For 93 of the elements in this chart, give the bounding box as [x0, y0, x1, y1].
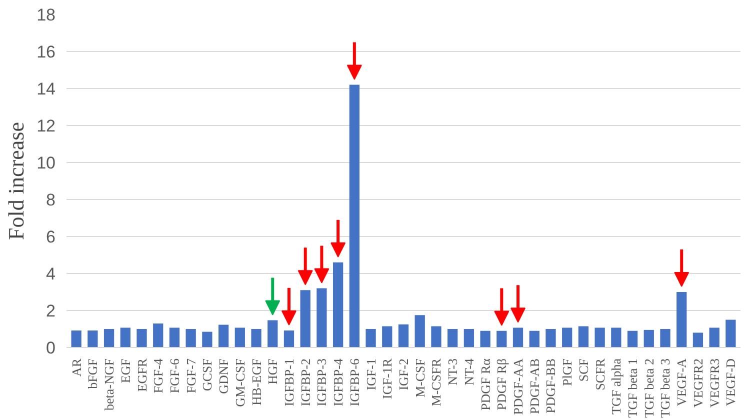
bar — [153, 323, 164, 348]
bar — [594, 328, 605, 348]
x-tick-label: SCF — [576, 358, 591, 382]
bar — [366, 329, 376, 348]
bar — [496, 330, 507, 348]
x-tick-label: NT-3 — [445, 358, 460, 386]
bar — [627, 330, 638, 348]
x-tick-label: IGFBP-2 — [298, 358, 313, 406]
x-tick-label: IGFBP-3 — [314, 358, 330, 406]
x-tick-label: IGF-2 — [396, 358, 411, 390]
x-tick-label: HGF — [265, 358, 280, 385]
bar — [382, 326, 392, 348]
bar — [332, 262, 344, 348]
y-tick-label: 0 — [46, 338, 56, 358]
x-tick-label: FGF-7 — [183, 358, 198, 394]
bar — [104, 329, 114, 348]
x-tick-label: TGF alpha — [608, 358, 624, 414]
y-tick-label: 10 — [36, 154, 56, 172]
bar — [562, 328, 572, 348]
bar — [234, 328, 245, 348]
bar — [512, 328, 524, 348]
bar — [480, 330, 490, 348]
x-tick-label: IGFBP-4 — [330, 358, 346, 406]
y-tick-label: 4 — [46, 264, 56, 284]
bar — [284, 330, 294, 348]
bar — [660, 329, 670, 348]
x-tick-label: M-CSFR — [428, 358, 444, 406]
x-tick-label: NT-4 — [461, 358, 476, 386]
bar — [692, 332, 704, 348]
x-tick-label: GM-CSF — [232, 358, 248, 407]
x-tick-label: VEGFR2 — [690, 358, 706, 408]
bar — [186, 329, 196, 348]
x-tick-label: EGF — [118, 358, 133, 384]
y-tick-label: 12 — [36, 116, 56, 136]
bar — [349, 84, 360, 348]
x-tick-label: PDGF-AA — [510, 358, 526, 415]
x-tick-label: PlGF — [560, 358, 575, 386]
x-tick-label: VEGF-D — [723, 358, 738, 406]
x-tick-label: PDGF-BB — [543, 358, 558, 414]
bar — [136, 329, 147, 348]
bar — [268, 320, 278, 348]
bar — [529, 330, 540, 348]
x-tick-label: PDGF Rα — [478, 358, 493, 410]
bar — [611, 328, 622, 348]
bar — [464, 329, 474, 348]
x-tick-label: EGFR — [134, 358, 150, 392]
bar — [431, 326, 442, 348]
bar — [251, 329, 262, 348]
x-tick-label: AR — [68, 358, 84, 377]
x-tick-label: IGFBP-1 — [281, 358, 296, 406]
x-tick-label: VEGF-A — [674, 358, 690, 406]
bar — [316, 288, 327, 348]
x-tick-label: PDGF Rβ — [494, 358, 510, 410]
y-tick-label: 18 — [36, 6, 56, 24]
x-tick-label: TGF beta 1 — [625, 358, 640, 418]
bar — [546, 329, 556, 348]
x-tick-label: bFGF — [85, 358, 100, 389]
x-tick-label: FGF-4 — [150, 358, 166, 394]
y-tick-label: 16 — [36, 42, 56, 62]
bar — [644, 330, 654, 348]
y-tick-label: 6 — [46, 228, 56, 246]
bar — [398, 324, 409, 348]
x-tick-label: IGF-1 — [363, 358, 378, 390]
x-tick-label: GCSF — [200, 358, 215, 392]
x-tick-label: FGF-6 — [166, 358, 182, 394]
bar — [414, 315, 425, 348]
x-tick-label: SCFR — [592, 358, 608, 390]
y-axis-title: Fold increase — [4, 122, 29, 240]
x-tick-label: IGF-1R — [380, 358, 395, 399]
bar — [709, 328, 720, 348]
x-tick-label: GDNF — [216, 358, 232, 394]
bar — [448, 329, 458, 348]
bar — [676, 292, 687, 348]
x-tick-label: TGF beta 2 — [641, 358, 656, 418]
x-tick-label: M-CSF — [412, 358, 428, 398]
x-tick-label: PDGF-AB — [526, 358, 542, 414]
bar — [578, 326, 589, 348]
bar — [202, 332, 212, 348]
bar — [120, 328, 130, 348]
bar — [71, 330, 82, 348]
bar — [88, 330, 98, 348]
x-tick-label: IGFBP-6 — [346, 358, 362, 406]
y-tick-label: 14 — [36, 80, 56, 98]
x-tick-label: VEGFR3 — [706, 358, 722, 408]
bar — [300, 290, 310, 348]
y-tick-label: 2 — [46, 302, 56, 320]
x-tick-label: TGF beta 3 — [658, 358, 673, 418]
bar — [169, 328, 180, 348]
bar — [218, 324, 229, 348]
x-tick-label: beta-NGF — [102, 358, 117, 410]
y-tick-label: 8 — [46, 190, 56, 210]
bar — [726, 320, 736, 348]
x-tick-label: HB-EGF — [248, 358, 264, 406]
